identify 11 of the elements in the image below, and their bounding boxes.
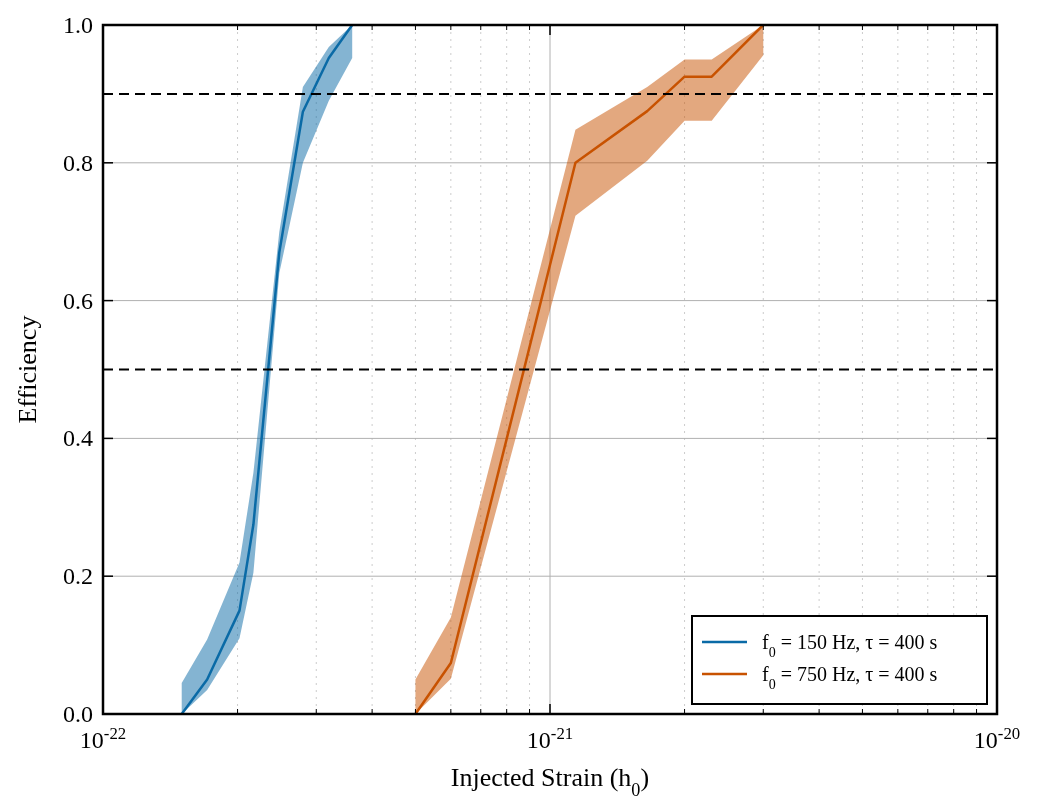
y-tick-label: 0.4: [63, 425, 93, 452]
x-tick-label: 10$^{-20}$: [973, 723, 1021, 753]
y-tick-label: 0.8: [63, 149, 93, 176]
legend-label: f$_{0}$ = 750 Hz, τ = 400 s: [762, 663, 938, 692]
y-tick-label: 0.6: [63, 287, 93, 314]
y-tick-label: 0.2: [63, 563, 93, 590]
y-tick-label: 1.0: [63, 12, 93, 38]
legend-label: f$_{0}$ = 150 Hz, τ = 400 s: [762, 631, 938, 660]
x-tick-label: 10$^{-21}$: [526, 723, 574, 753]
x-axis-title: Injected Strain (h$_{0}$): [450, 763, 650, 800]
y-axis-title: Efficiency: [13, 315, 42, 424]
